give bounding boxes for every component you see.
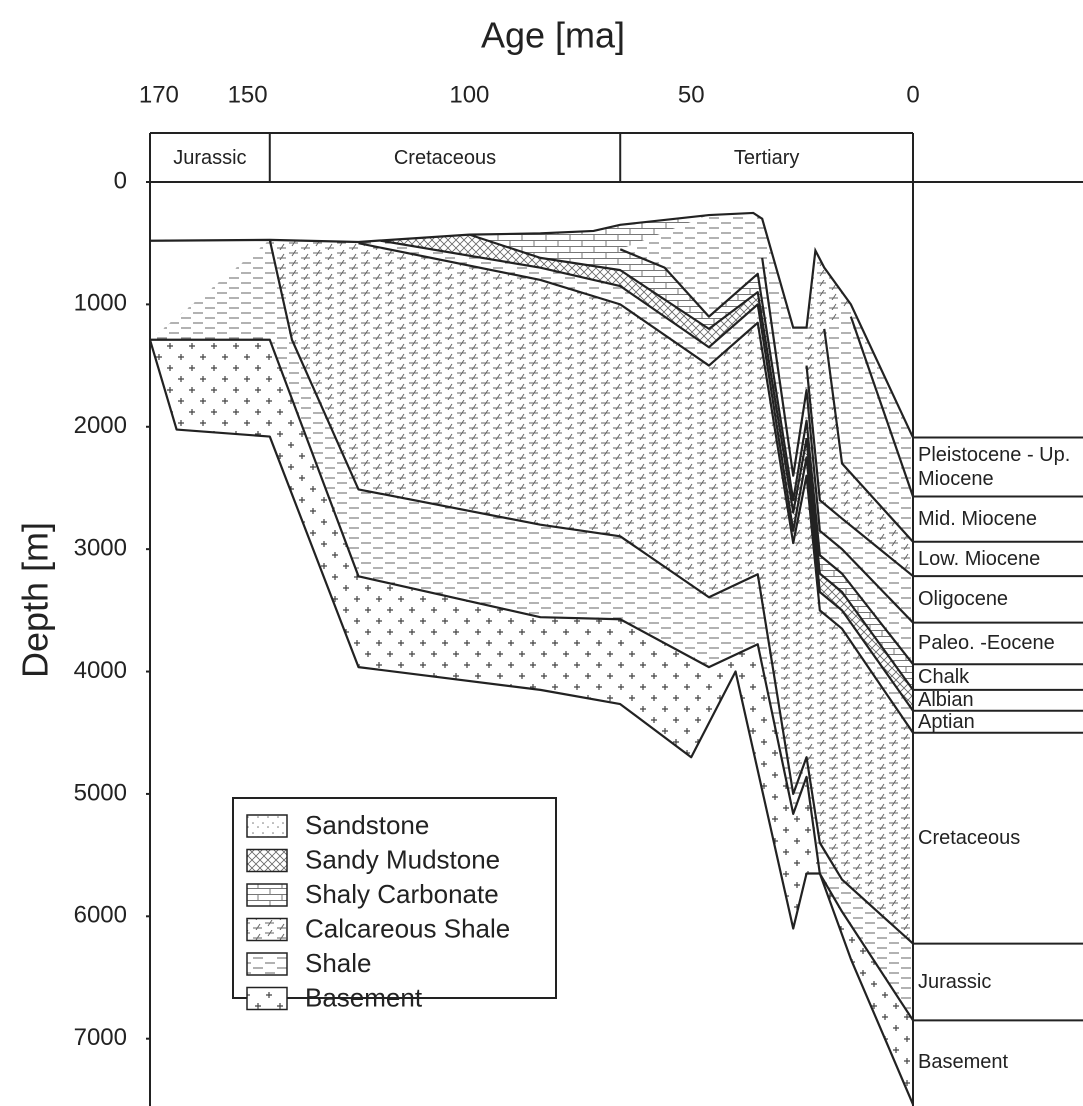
unit-label: Basement [918,1051,1009,1074]
legend-label: Basement [305,982,423,1012]
period-label: Jurassic [173,147,246,169]
y-tick-label: 4000 [74,657,127,684]
legend-swatch [246,952,288,976]
legend-swatch [246,848,288,873]
y-tick-label: 6000 [74,902,127,929]
x-tick-label: 170 [139,81,179,108]
unit-label: Aptian [918,710,975,733]
horizon-line [849,316,915,497]
chart-title: Age [ma] [481,15,625,56]
legend-label: Sandy Mudstone [305,844,500,874]
legend-label: Shale [305,948,372,978]
unit-fill [269,212,913,944]
y-tick-label: 2000 [74,412,127,439]
horizon-line [268,239,914,945]
horizon-line [823,328,914,543]
horizon-line [619,248,914,665]
y-tick-label: 7000 [74,1024,127,1051]
y-tick-label: 1000 [74,290,127,317]
legend-swatch [246,917,288,942]
horizon-line [150,338,914,1021]
horizon-line [380,239,914,712]
period-label: Tertiary [734,147,800,169]
legend-label: Calcareous Shale [305,913,510,943]
y-tick-label: 5000 [74,779,127,806]
legend-label: Sandstone [305,810,429,840]
horizon-line [761,257,914,624]
unit-label: Paleo. -Eocene [918,632,1055,655]
unit-label: Pleistocene - Up. Miocene [918,444,1071,491]
horizon-line [469,233,914,691]
x-tick-label: 50 [678,81,705,108]
legend-swatch [246,986,288,1011]
legend-swatch [246,883,288,907]
unit-label: Mid. Miocene [918,508,1037,531]
unit-label: Albian [918,689,974,712]
surface-line [149,211,914,439]
y-tick-label: 3000 [74,534,127,561]
unit-label: Chalk [918,666,970,689]
x-tick-label: 0 [906,81,919,108]
unit-fill [824,304,913,542]
y-axis-label: Depth [m] [15,522,56,678]
unit-label: Cretaceous [918,827,1021,850]
unit-label: Jurassic [918,970,992,993]
legend-swatch [246,814,288,838]
unit-label: Oligocene [918,588,1009,611]
legend-label: Shaly Carbonate [305,879,499,909]
period-label: Cretaceous [394,147,496,169]
legend: Sandstone Sandy Mudstone Shaly Carbonate Ca… [232,797,557,1012]
x-tick-label: 100 [449,81,489,108]
unit-label: Low. Miocene [918,547,1041,570]
y-tick-label: 0 [114,167,127,194]
horizon-line [805,365,914,577]
horizon-line [358,242,914,734]
x-tick-label: 150 [228,81,268,108]
lines [148,211,915,1105]
